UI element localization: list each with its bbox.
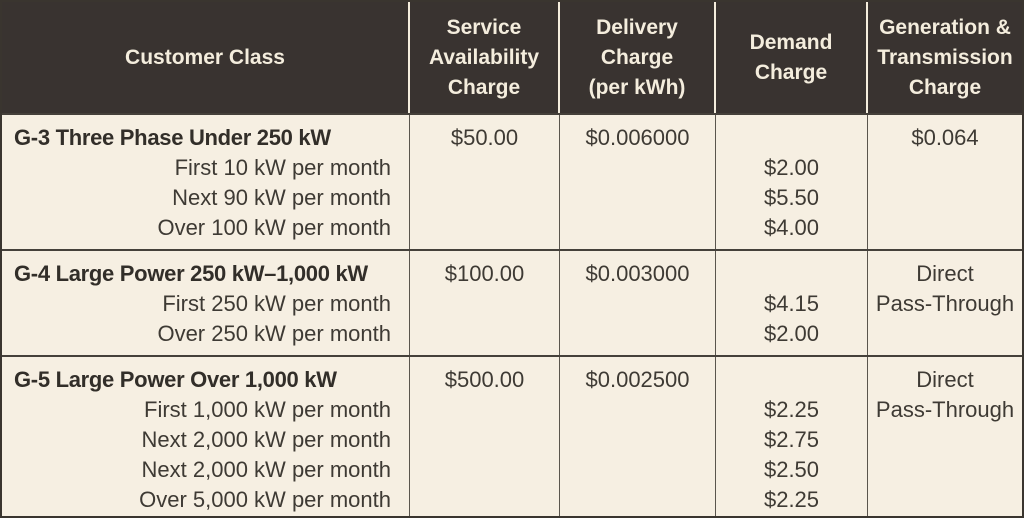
header-delivery-charge: Delivery Charge (per kWh) [560,2,716,113]
customer-class-title: G-5 Large Power Over 1,000 kW [14,367,337,392]
demand-charge-value: $2.25 [763,397,820,422]
header-label-line: (per kWh) [588,75,686,99]
service-charge-value: $100.00 [444,261,525,286]
demand-charge-value: $2.50 [763,457,820,482]
customer-class-title: G-4 Large Power 250 kW–1,000 kW [14,261,368,286]
generation-charge-value: Pass-Through [875,397,1015,422]
header-label-line: Charge [754,60,828,84]
demand-charge-cell: $2.00 $5.50 $4.00 [716,115,868,249]
demand-charge-value: $2.25 [763,487,820,512]
delivery-charge-value: $0.003000 [585,261,690,286]
demand-charge-value: $4.15 [763,291,820,316]
table-header-row: Customer Class Service Availability Char… [2,2,1022,113]
tier-label: First 250 kW per month [162,291,391,316]
delivery-charge-cell: $0.002500 [560,357,716,516]
delivery-charge-cell: $0.006000 [560,115,716,249]
service-availability-charge-cell: $100.00 [410,251,560,355]
customer-class-cell: G-3 Three Phase Under 250 kW First 10 kW… [2,115,410,249]
service-charge-value: $50.00 [450,125,519,150]
tier-label: Next 2,000 kW per month [141,457,391,482]
header-label-line: Availability [428,45,540,69]
customer-class-cell: G-4 Large Power 250 kW–1,000 kW First 25… [2,251,410,355]
header-generation-transmission-charge: Generation & Transmission Charge [868,2,1022,113]
header-label-line: Delivery [596,15,678,39]
spacer [716,259,867,289]
header-label-line: Charge [908,75,982,99]
generation-transmission-charge-cell: Direct Pass-Through [868,251,1022,355]
demand-charge-value: $2.00 [763,155,820,180]
header-label-line: Transmission [877,45,1013,69]
demand-charge-value: $4.00 [763,215,820,240]
generation-charge-value: Direct [916,261,974,286]
tier-label: Over 250 kW per month [157,321,391,346]
service-availability-charge-cell: $50.00 [410,115,560,249]
tier-label: First 10 kW per month [174,155,391,180]
table-row-g3: G-3 Three Phase Under 250 kW First 10 kW… [2,113,1022,249]
generation-charge-value: Pass-Through [875,291,1015,316]
header-demand-charge: Demand Charge [716,2,868,113]
delivery-charge-value: $0.002500 [585,367,690,392]
table-row-g4: G-4 Large Power 250 kW–1,000 kW First 25… [2,249,1022,355]
demand-charge-value: $2.00 [763,321,820,346]
header-label-line: Charge [600,45,674,69]
service-charge-value: $500.00 [444,367,525,392]
tier-label: First 1,000 kW per month [144,397,391,422]
demand-charge-value: $2.75 [763,427,820,452]
tier-label: Next 90 kW per month [172,185,391,210]
header-label-line: Service [446,15,522,39]
generation-transmission-charge-cell: Direct Pass-Through [868,357,1022,516]
customer-class-cell: G-5 Large Power Over 1,000 kW First 1,00… [2,357,410,516]
customer-class-title: G-3 Three Phase Under 250 kW [14,125,331,150]
tier-label: Over 100 kW per month [157,215,391,240]
demand-charge-cell: $2.25 $2.75 $2.50 $2.25 [716,357,868,516]
generation-transmission-charge-cell: $0.064 [868,115,1022,249]
header-label: Customer Class [125,45,285,69]
tier-label: Next 2,000 kW per month [141,427,391,452]
spacer [716,123,867,153]
header-label-line: Charge [447,75,521,99]
header-label-line: Demand [749,30,833,54]
generation-charge-value: Direct [916,367,974,392]
header-customer-class: Customer Class [2,2,410,113]
table-row-g5: G-5 Large Power Over 1,000 kW First 1,00… [2,355,1022,516]
tier-label: Over 5,000 kW per month [139,487,391,512]
demand-charge-value: $5.50 [763,185,820,210]
header-service-availability-charge: Service Availability Charge [410,2,560,113]
delivery-charge-value: $0.006000 [585,125,690,150]
delivery-charge-cell: $0.003000 [560,251,716,355]
header-label-line: Generation & [879,15,1011,39]
demand-charge-cell: $4.15 $2.00 [716,251,868,355]
generation-charge-value: $0.064 [911,125,979,150]
service-availability-charge-cell: $500.00 [410,357,560,516]
spacer [716,365,867,395]
